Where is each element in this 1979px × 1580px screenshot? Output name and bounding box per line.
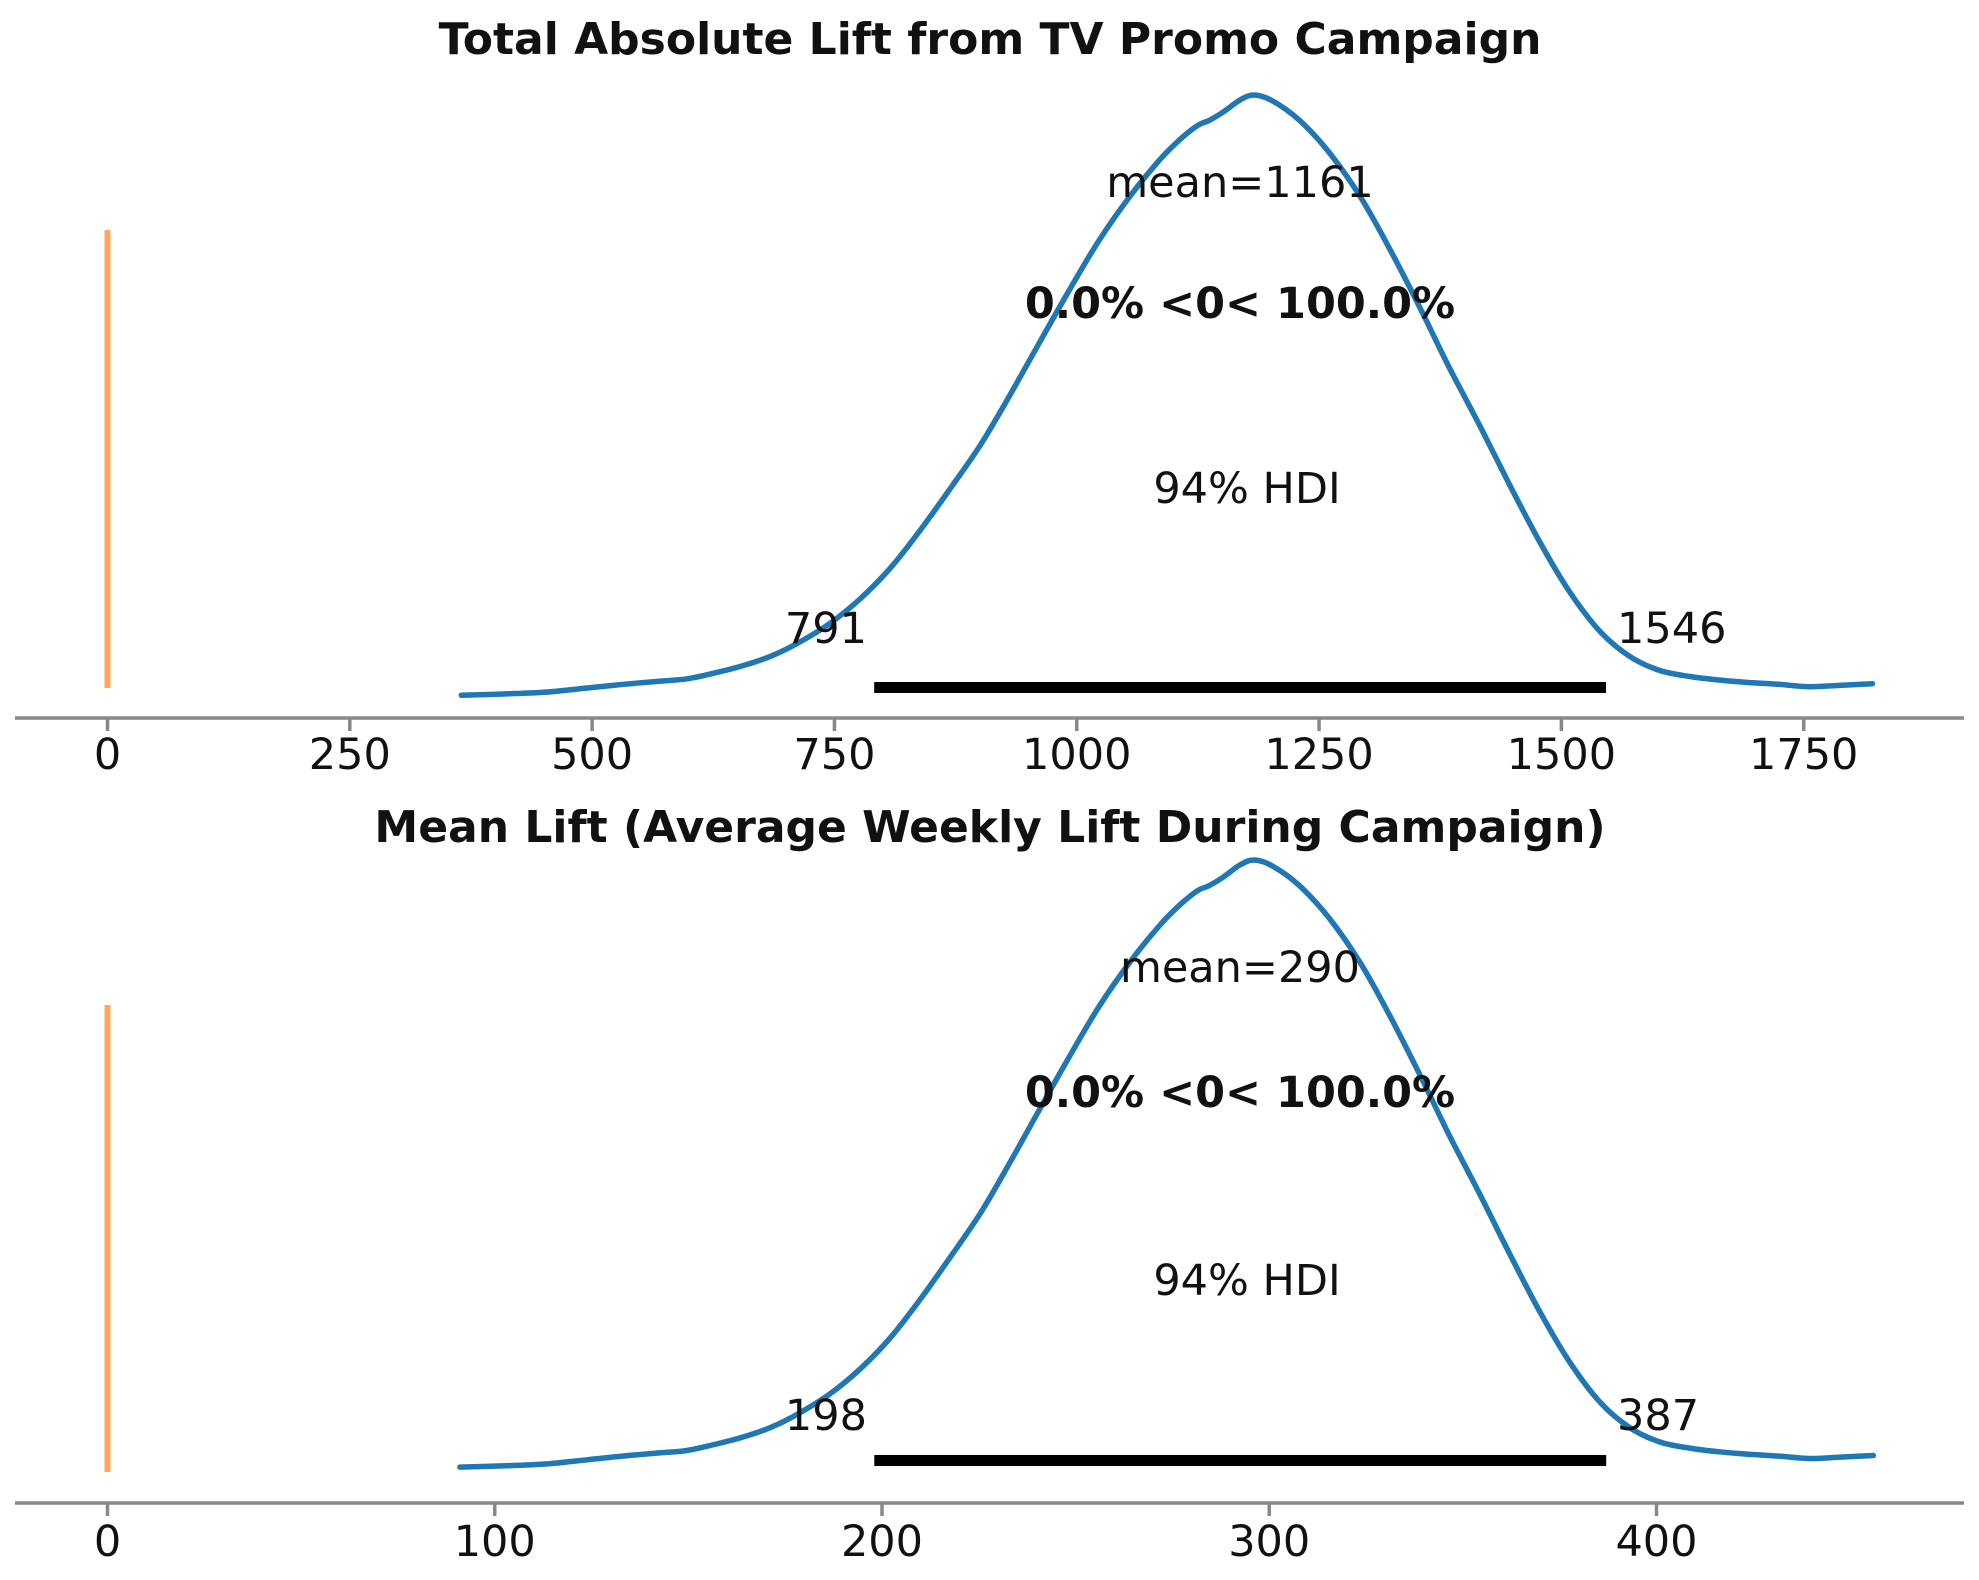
x-tick-label: 0 [94, 1517, 121, 1567]
x-tick-label: 400 [1615, 1517, 1697, 1567]
panel-total-absolute-lift: Total Absolute Lift from TV Promo Campai… [15, 14, 1964, 780]
mean-label: mean=290 [1120, 943, 1360, 993]
x-tick-label: 200 [841, 1517, 923, 1567]
hdi-bar [874, 682, 1606, 693]
x-tick-label: 300 [1228, 1517, 1310, 1567]
hdi-bar [874, 1455, 1607, 1466]
hdi-upper-value: 387 [1617, 1391, 1699, 1441]
kde-curve [458, 92, 1876, 698]
hdi-label: 94% HDI [1153, 1256, 1340, 1306]
hdi-upper-value: 1546 [1617, 604, 1726, 654]
x-tick-label: 1000 [1022, 730, 1131, 780]
x-tick-label: 1500 [1507, 730, 1616, 780]
x-tick-label: 100 [454, 1517, 536, 1567]
x-axis: 0 100 200 300 400 [94, 1503, 1698, 1567]
mean-label: mean=1161 [1106, 158, 1373, 208]
hdi-lower-value: 198 [785, 1391, 867, 1441]
x-tick-label: 250 [309, 730, 391, 780]
panel-title: Mean Lift (Average Weekly Lift During Ca… [374, 802, 1605, 853]
x-tick-label: 500 [551, 730, 633, 780]
x-tick-label: 750 [793, 730, 875, 780]
x-tick-label: 0 [94, 730, 121, 780]
ref-val-percent-text: 0.0% <0< 100.0% [1025, 1068, 1455, 1118]
kde-curve [457, 857, 1877, 1470]
panel-title: Total Absolute Lift from TV Promo Campai… [439, 14, 1542, 65]
hdi-lower-value: 791 [785, 604, 867, 654]
panel-mean-lift: Mean Lift (Average Weekly Lift During Ca… [15, 802, 1964, 1567]
ref-val-percent-text: 0.0% <0< 100.0% [1025, 279, 1455, 329]
hdi-label: 94% HDI [1153, 464, 1340, 514]
x-tick-label: 1750 [1749, 730, 1858, 780]
x-tick-label: 1250 [1264, 730, 1373, 780]
x-axis: 0 250 500 750 1000 1250 1500 1750 [94, 718, 1858, 780]
